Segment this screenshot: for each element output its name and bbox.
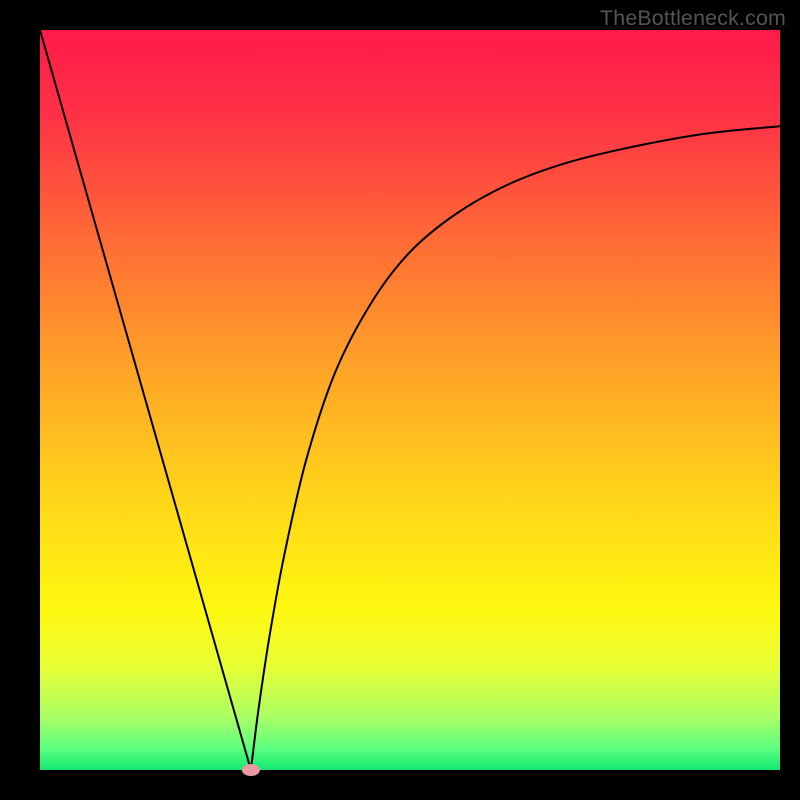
- plot-background: [40, 30, 780, 770]
- bottleneck-curve-chart: [0, 0, 800, 800]
- watermark-text: TheBottleneck.com: [600, 6, 786, 31]
- optimum-marker: [242, 764, 260, 776]
- chart-frame: TheBottleneck.com: [0, 0, 800, 800]
